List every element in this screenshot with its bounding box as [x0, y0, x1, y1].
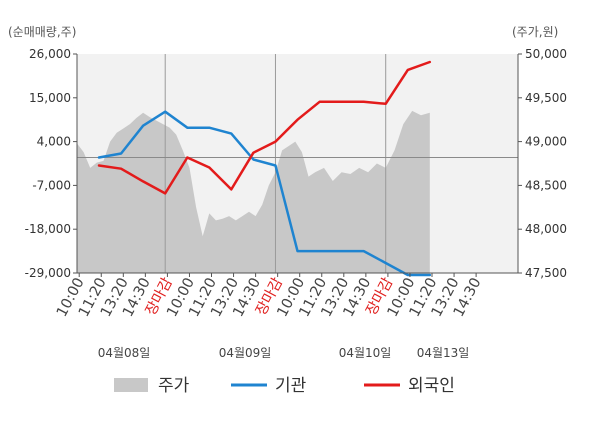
left-tick-label: 4,000 [37, 135, 71, 149]
series-lines-layer [97, 60, 432, 277]
legend-swatch-price [114, 378, 148, 392]
series-point-institution [406, 274, 409, 276]
left-axis-title: (순매매량,주) [8, 25, 76, 39]
series-point-institution [186, 126, 189, 129]
series-point-institution [208, 126, 211, 129]
series-point-institution [318, 250, 321, 252]
series-line-foreign [97, 60, 432, 195]
right-tick-label: 48,500 [525, 178, 567, 192]
series-point-institution [98, 156, 100, 159]
series-point-foreign [429, 61, 431, 63]
series-point-foreign [142, 180, 144, 183]
series-point-foreign [384, 102, 387, 105]
right-tick-label: 49,000 [525, 135, 567, 149]
series-point-institution [164, 110, 166, 113]
series-point-foreign [274, 140, 277, 143]
series-point-foreign [98, 164, 100, 167]
series-point-institution [384, 262, 387, 264]
series-point-foreign [120, 167, 122, 170]
legend: 주가 기관 외국인 [114, 376, 455, 396]
series-point-institution [230, 132, 233, 135]
legend-label: 주가 [158, 376, 190, 396]
left-tick-label: 26,000 [29, 47, 71, 61]
legend-label: 외국인 [408, 376, 455, 396]
right-tick-label: 48,000 [525, 222, 567, 236]
series-point-institution [142, 124, 144, 127]
date-label: 04월10일 [339, 346, 392, 360]
date-label: 04월13일 [417, 346, 470, 360]
series-point-foreign [406, 69, 409, 71]
date-label: 04월08일 [98, 346, 151, 360]
series-point-foreign [186, 156, 189, 159]
series-point-foreign [318, 100, 321, 103]
series-point-foreign [164, 192, 166, 195]
right-tick-label: 50,000 [525, 47, 567, 61]
series-point-foreign [296, 118, 299, 121]
left-tick-label: -18,000 [25, 222, 71, 236]
series-point-institution [340, 250, 343, 252]
grid-layer [77, 54, 518, 273]
left-tick-label: 15,000 [29, 91, 71, 105]
series-point-institution [362, 250, 365, 252]
series-point-foreign [252, 151, 255, 154]
left-tick-label: -29,000 [25, 266, 71, 280]
date-label: 04월09일 [219, 346, 272, 360]
series-point-institution [429, 274, 431, 276]
series-point-institution [252, 158, 255, 161]
left-tick-label: -7,000 [32, 178, 71, 192]
series-point-foreign [362, 100, 365, 103]
right-tick-label: 49,500 [525, 91, 567, 105]
right-tick-label: 47,500 [525, 266, 567, 280]
series-point-foreign [208, 166, 211, 169]
legend-label: 기관 [275, 376, 306, 396]
series-point-institution [274, 164, 277, 167]
series-point-foreign [340, 100, 343, 103]
series-point-foreign [230, 188, 233, 191]
series-line-institution [97, 110, 432, 277]
series-point-institution [120, 152, 122, 155]
right-axis-title: (주가,원) [512, 25, 558, 39]
series-point-institution [296, 250, 299, 252]
